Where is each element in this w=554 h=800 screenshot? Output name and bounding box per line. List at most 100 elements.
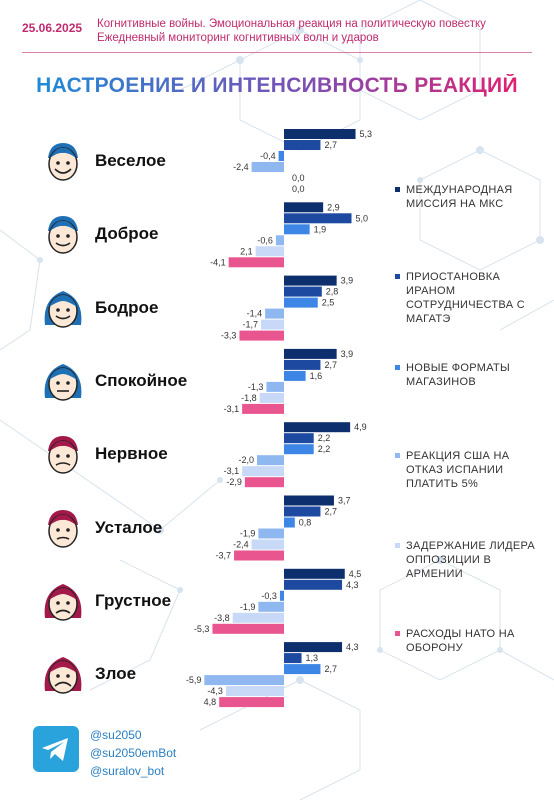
value-label: 0,0 [292, 184, 305, 194]
bar-2-5 [255, 246, 284, 257]
bar-6-1 [284, 495, 334, 506]
value-label: -3,3 [221, 331, 237, 341]
legend-label: НОВЫЕ ФОРМАТЫ МАГАЗИНОВ [406, 362, 511, 388]
bar-5-4 [257, 455, 284, 466]
bar-8-4 [204, 675, 284, 686]
report-date: 25.06.2025 [22, 21, 83, 35]
legend-item: ЗАДЕРЖАНИЕ ЛИДЕРА ОППОЗИЦИИ В АРМЕНИИ [395, 539, 545, 581]
report-header: Когнитивные войны. Эмоциональная реакция… [97, 17, 486, 45]
value-label: -2,0 [238, 455, 254, 465]
bar-6-6 [234, 550, 284, 561]
bar-4-4 [266, 381, 284, 392]
bar-5-5 [242, 466, 284, 477]
value-label: -1,9 [240, 529, 256, 539]
value-label: -1,3 [248, 382, 264, 392]
value-label: -3,1 [224, 404, 240, 414]
legend-item: НОВЫЕ ФОРМАТЫ МАГАЗИНОВ [395, 361, 545, 389]
value-label: 2,7 [324, 664, 337, 674]
value-label: 4,3 [346, 580, 359, 590]
bar-5-6 [244, 477, 284, 488]
bar-3-4 [265, 308, 284, 319]
legend-label: МЕЖДУНАРОДНАЯ МИССИЯ НА МКС [406, 184, 513, 210]
bar-8-6 [219, 697, 284, 708]
value-label: -3,1 [224, 466, 240, 476]
legend-label: ПРИОСТАНОВКА ИРАНОМ СОТРУДНИЧЕСТВА С МАГ… [406, 271, 525, 325]
legend-item: ПРИОСТАНОВКА ИРАНОМ СОТРУДНИЧЕСТВА С МАГ… [395, 270, 545, 326]
bar-4-5 [259, 392, 284, 403]
bar-4-6 [242, 403, 284, 414]
value-label: -0,3 [261, 591, 277, 601]
legend-swatch [395, 453, 400, 458]
bar-7-3 [279, 590, 284, 601]
bar-7-5 [232, 612, 284, 623]
value-label: -0,6 [257, 235, 273, 245]
bar-8-2 [284, 653, 302, 664]
value-label: 2,7 [324, 360, 337, 370]
bar-1-1 [284, 129, 356, 139]
bar-7-2 [284, 579, 343, 590]
cheerful-face-icon [40, 285, 86, 333]
mood-label: Доброе [95, 224, 159, 244]
legend-item: РЕАКЦИЯ США НА ОТКАЗ ИСПАНИИ ПЛАТИТЬ 5% [395, 449, 545, 491]
legend-label: РЕАКЦИЯ США НА ОТКАЗ ИСПАНИИ ПЛАТИТЬ 5% [406, 450, 510, 490]
value-label: -2,9 [226, 477, 242, 487]
bar-1-2 [284, 140, 321, 150]
value-label: -1,8 [241, 393, 257, 403]
bar-8-1 [284, 642, 343, 653]
bar-6-4 [258, 528, 284, 539]
nervous-face-icon [40, 431, 86, 479]
bar-6-2 [284, 506, 321, 517]
bar-5-2 [284, 433, 314, 444]
angry-face-icon [40, 651, 86, 699]
bar-2-2 [284, 213, 352, 224]
value-label: 2,2 [318, 433, 331, 443]
telegram-icon[interactable] [33, 726, 79, 772]
value-label: -1,9 [240, 602, 256, 612]
header-line-2: Ежедневный мониторинг когнитивных волн и… [97, 32, 379, 44]
legend-swatch [395, 187, 400, 192]
value-label: 4,5 [349, 569, 362, 579]
chart-title: НАСТРОЕНИЕ И ИНТЕНСИВНОСТЬ РЕАКЦИЙ [36, 74, 518, 97]
handle-link[interactable]: @su2050 [90, 728, 142, 742]
legend-label: ЗАДЕРЖАНИЕ ЛИДЕРА ОППОЗИЦИИ В АРМЕНИИ [406, 540, 536, 580]
legend-swatch [395, 274, 400, 279]
value-label: -3,7 [216, 551, 232, 561]
bar-8-3 [284, 664, 321, 675]
mood-label: Нервное [95, 444, 168, 464]
legend-label: РАСХОДЫ НАТО НА ОБОРОНУ [406, 628, 515, 654]
value-label: -3,8 [214, 613, 230, 623]
value-label: -5,9 [186, 675, 202, 685]
bar-4-3 [284, 370, 306, 381]
value-label: 4,3 [346, 642, 359, 652]
bar-1-3 [278, 151, 284, 161]
bar-1-4 [251, 162, 284, 172]
value-label: 2,5 [322, 298, 335, 308]
handle-link[interactable]: @suralov_bot [90, 764, 165, 778]
handle-link[interactable]: @su2050emBot [90, 746, 177, 760]
value-label: 1,9 [314, 224, 327, 234]
telegram-handles: @su2050 @su2050emBot @suralov_bot [90, 726, 176, 780]
value-label: -4,3 [207, 686, 223, 696]
mood-label: Усталое [95, 517, 163, 537]
value-label: 2,7 [324, 140, 337, 150]
bar-5-3 [284, 444, 314, 455]
bar-2-1 [284, 202, 324, 213]
sad-face-icon [40, 578, 86, 626]
value-label: 3,9 [341, 349, 354, 359]
value-label: 1,3 [306, 653, 319, 663]
legend-swatch [395, 365, 400, 370]
bar-4-2 [284, 359, 321, 370]
bar-2-6 [228, 257, 284, 268]
bar-3-3 [284, 297, 318, 308]
value-label: 1,6 [310, 371, 323, 381]
mood-label: Спокойное [95, 370, 188, 390]
header-divider [22, 52, 532, 53]
legend-item: МЕЖДУНАРОДНАЯ МИССИЯ НА МКС [395, 183, 545, 211]
value-label: 2,9 [327, 202, 340, 212]
tired-face-icon [40, 505, 86, 553]
value-label: 2,7 [324, 507, 337, 517]
value-label: -2,4 [233, 540, 249, 550]
value-label: 2,8 [326, 287, 339, 297]
